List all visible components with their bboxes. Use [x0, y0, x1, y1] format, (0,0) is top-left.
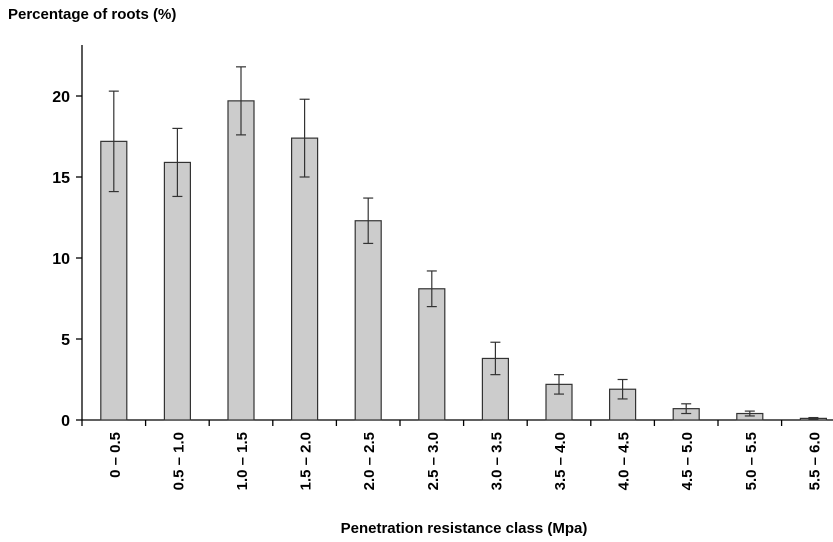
- x-tick-label: 0.5 – 1.0: [170, 432, 187, 490]
- x-tick-label: 1.5 – 2.0: [298, 432, 315, 490]
- x-tick-label: 3.0 – 3.5: [488, 432, 505, 490]
- x-tick-label: 2.0 – 2.5: [361, 432, 378, 490]
- x-tick-label: 4.0 – 4.5: [616, 432, 633, 490]
- x-tick-label: 1.0 – 1.5: [234, 432, 251, 490]
- y-tick-label: 5: [61, 332, 70, 349]
- y-tick-label: 10: [52, 251, 70, 268]
- y-tick-label: 20: [52, 89, 70, 106]
- bar: [163, 161, 191, 421]
- x-tick-label: 5.5 – 6.0: [806, 432, 823, 490]
- x-tick-label: 5.0 – 5.5: [743, 432, 760, 490]
- bar: [291, 137, 319, 421]
- x-axis-title: Penetration resistance class (Mpa): [340, 520, 588, 537]
- x-tick-label: 2.5 – 3.0: [425, 432, 442, 490]
- x-tick-label: 0 – 0.5: [107, 432, 124, 478]
- bar: [354, 220, 382, 421]
- y-tick-label: 15: [52, 170, 70, 187]
- x-tick-label: 4.5 – 5.0: [679, 432, 696, 490]
- x-tick-label: 3.5 – 4.0: [552, 432, 569, 490]
- bar: [418, 288, 446, 421]
- bar: [227, 100, 255, 421]
- y-tick-label: 0: [61, 413, 70, 430]
- y-axis-title: Percentage of roots (%): [8, 6, 177, 23]
